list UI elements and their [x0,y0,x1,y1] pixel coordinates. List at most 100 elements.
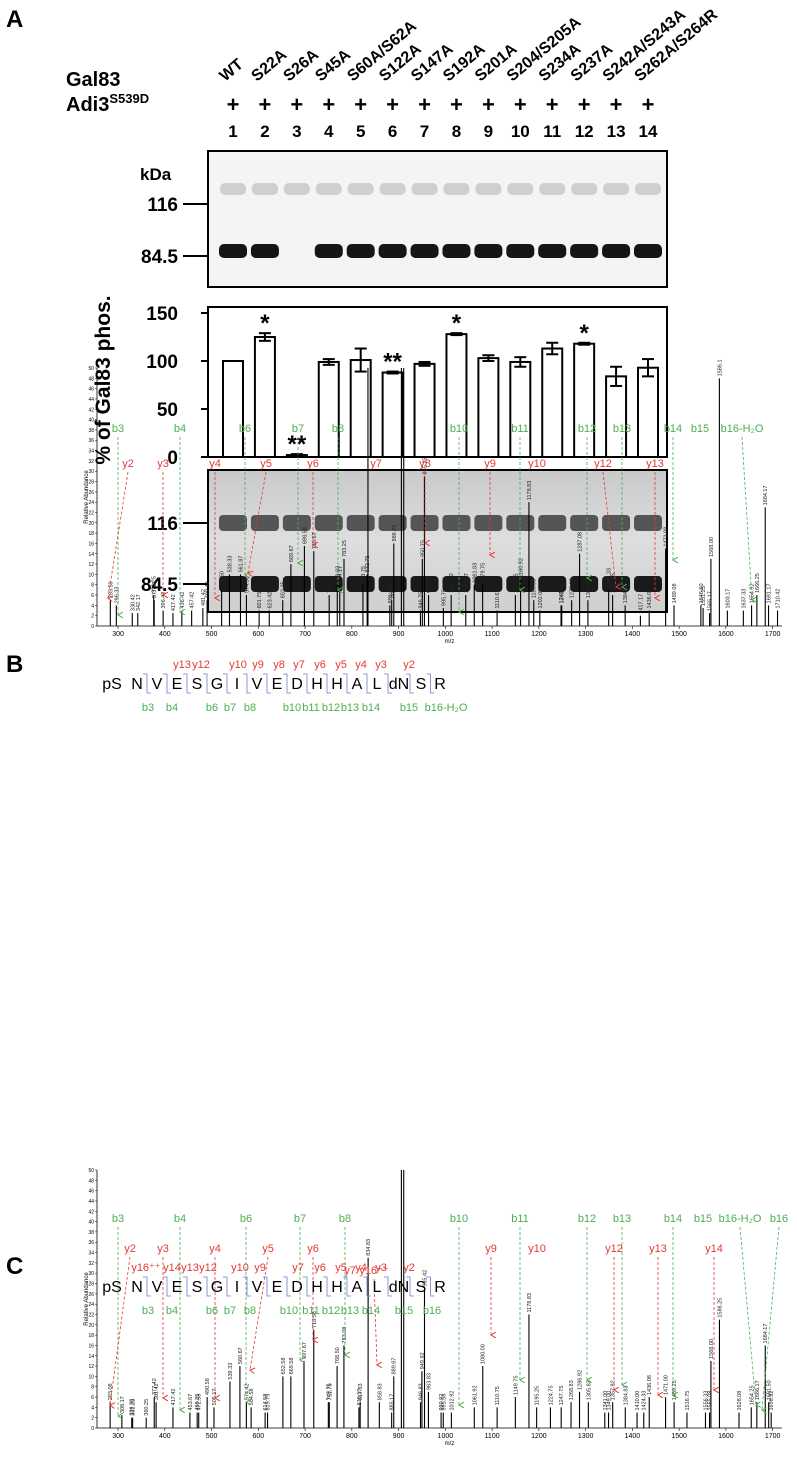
peak-label: 1110.75 [495,1386,501,1405]
y-tick-label: 50 [157,400,178,421]
residue: L [373,676,382,693]
b-ion-label: b12 [322,702,340,714]
ion-label: b12 [578,423,596,435]
b-ion-label: b16-H₂O [425,702,468,714]
y-ion-label: y6 [314,659,326,671]
peak-label: 1568.00 [709,1339,715,1359]
lane-number: 5 [356,122,365,141]
peak-label: 718.58 [312,1311,318,1328]
ion-label: y9 [484,458,496,470]
gel-band [346,515,375,531]
ion-label: b15 [694,1213,712,1225]
b-ion-label: b6 [206,1305,218,1317]
lane-treatment: + [418,92,431,117]
x-tick-label: 900 [393,631,405,638]
cleavage-bracket [223,673,231,694]
peak-label: 1149.75 [513,1376,519,1395]
y-tick-label: 10 [88,572,94,578]
x-tick-label: 1300 [578,631,594,638]
y-tick-label: 22 [88,510,94,516]
blot-band [219,244,247,258]
ion-label: y3 [157,1243,169,1255]
peak-label: 949.92 [420,1352,426,1369]
peak-label: 1286.92 [578,1370,584,1390]
y-tick-label: 8 [91,583,94,589]
x-tick-label: 1700 [765,1433,781,1440]
peak-label: 823.75 [361,566,367,583]
bar [253,336,276,458]
cleavage-bracket [243,673,251,694]
residue: N [131,676,143,693]
gel-band [314,515,343,531]
peak-label: 417.42 [171,1389,177,1406]
y-tick-label: 32 [88,1261,94,1267]
lane-treatment: + [354,92,367,117]
residue: E [172,676,183,693]
lane-number: 6 [388,122,397,141]
peak-label: 1489.25 [672,1380,678,1400]
y-ion-label: y3 [375,659,387,671]
peak-label: 1436.08 [647,1375,653,1395]
peak-label: 995.75 [441,589,447,606]
peak-label: 1160.92 [519,558,525,577]
error-bar [354,347,367,373]
ion-label: b14 [664,423,682,435]
peak-label: 1666.17 [755,1380,761,1400]
peak-label: 1110.67 [495,589,501,608]
cleavage-bracket [283,673,291,694]
ion-arrow [762,1226,780,1410]
x-tick-label: 1500 [671,631,687,638]
peak-label: 834.83 [366,1239,372,1256]
ion-label: y3 [157,458,169,470]
ion-label: b11 [511,423,529,435]
lane-treatment: + [482,92,495,117]
y-tick-label: 38 [88,1230,94,1236]
x-tick-label: 700 [299,1433,311,1440]
x-tick-label: 1400 [625,631,641,638]
y-ion-label: y5 [335,1262,347,1274]
peak-label: 521.50 [220,571,226,588]
y-tick-label: 2 [91,1416,94,1422]
blot-band-faint [507,183,534,195]
cleavage-bracket [263,673,271,694]
significance-label: ** [288,431,307,458]
ion-label: b8 [339,1213,351,1225]
lane-treatment: + [227,92,240,117]
peak-label: 885.25 [390,581,396,598]
gel-band [250,515,279,531]
gel-band [314,576,343,592]
y-tick-label: 44 [88,1199,94,1205]
residue: I [235,1279,239,1296]
y-tick-label: 42 [88,407,94,413]
ion-label: y10 [528,458,546,470]
ion-label: y5 [260,458,272,470]
y-tick-label: 48 [88,376,94,382]
peak-label: 417.42 [171,594,177,611]
ion-label: b6 [239,423,251,435]
b-ion-label: b6 [206,702,218,714]
y-tick-label: 50 [88,1168,94,1174]
peak-label: 360.25 [144,1399,150,1416]
error-bar [386,370,399,375]
b-ion-label: b12 [322,1305,340,1317]
lane-number: 1 [228,122,237,141]
peak-label: 718.67 [312,532,318,549]
blot-band-faint [603,183,630,195]
y-ion-label: y14 [163,1262,181,1274]
b-ion-label: b11 [302,1305,320,1317]
blot-band-faint [475,183,502,195]
y-ion-label: y7 [292,1262,304,1274]
residue: D [291,1279,303,1296]
y-tick-label: 42 [88,1209,94,1215]
mw-marker-label: 116 [147,195,178,216]
gel-band [442,515,471,531]
y-tick-label: 4 [91,1405,94,1411]
error-bar [610,365,623,387]
peak-label: 1637.33 [741,589,747,609]
peak-label: 698.58 [302,527,308,544]
ion-label: y12 [605,1243,623,1255]
peak-label: 1603.17 [725,589,731,609]
y-tick-label: 14 [88,1354,94,1360]
ion-label: b4 [174,1213,186,1225]
peak-label: 376.25 [152,576,158,593]
